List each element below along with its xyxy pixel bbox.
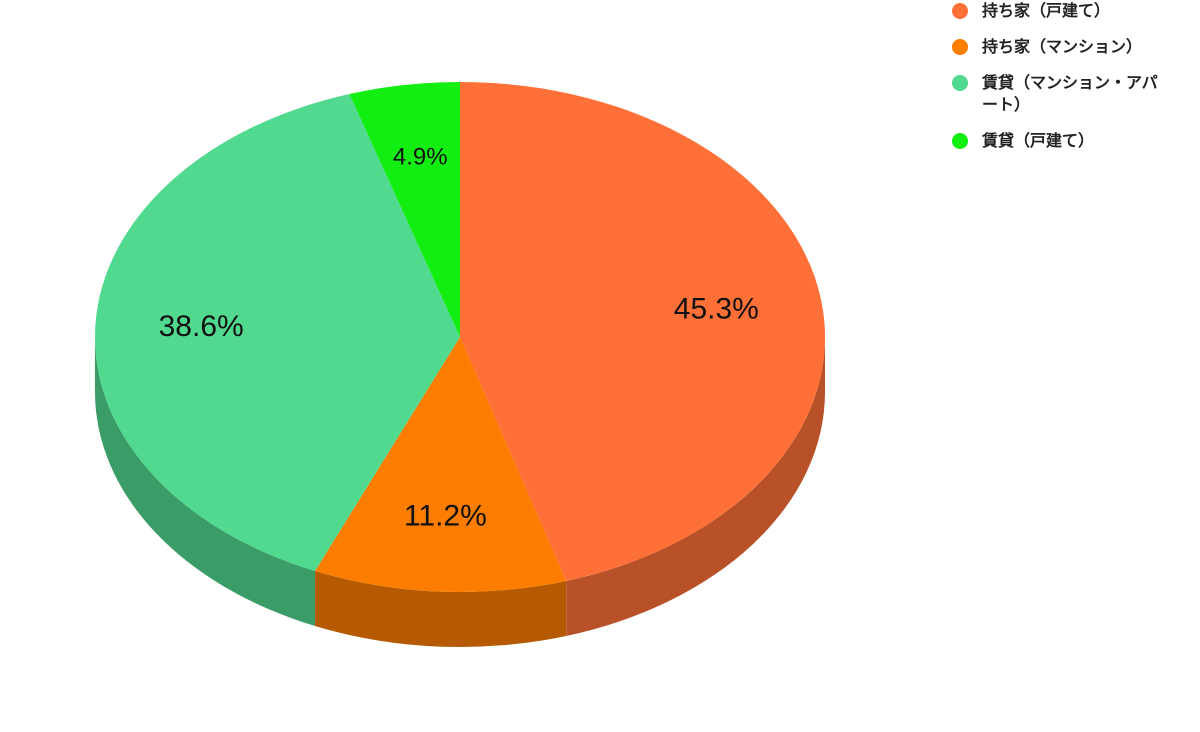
- data-label: 45.3%: [674, 292, 759, 325]
- legend-item: 賃貸（戸建て）: [952, 130, 1167, 152]
- slice: [349, 82, 460, 337]
- legend-item: 賃貸（マンション・アパート）: [952, 72, 1167, 116]
- legend-label: 賃貸（マンション・アパート）: [982, 73, 1158, 114]
- legend-item: 持ち家（戸建て）: [952, 0, 1167, 22]
- legend-item: 持ち家（マンション）: [952, 36, 1167, 58]
- legend-label: 持ち家（戸建て）: [982, 1, 1111, 20]
- legend-label: 持ち家（マンション）: [982, 37, 1143, 56]
- legend-marker: [952, 75, 968, 91]
- legend-marker: [952, 3, 968, 19]
- legend: 持ち家（戸建て） 持ち家（マンション） 賃貸（マンション・アパート） 賃貸（戸建て）: [952, 0, 1167, 166]
- slice-side: [94, 337, 316, 627]
- slice: [460, 82, 826, 581]
- slice-side: [566, 337, 825, 636]
- data-label: 38.6%: [159, 310, 244, 343]
- data-label: 4.9%: [393, 143, 448, 170]
- slice: [315, 337, 567, 592]
- data-label: 11.2%: [404, 500, 487, 533]
- chart: 45.3% 11.2% 38.6% 4.9%: [94, 82, 826, 647]
- legend-marker: [952, 39, 968, 55]
- slice: [94, 93, 461, 572]
- legend-marker: [952, 133, 968, 149]
- slice-side: [315, 571, 567, 647]
- legend-label: 賃貸（戸建て）: [982, 131, 1095, 150]
